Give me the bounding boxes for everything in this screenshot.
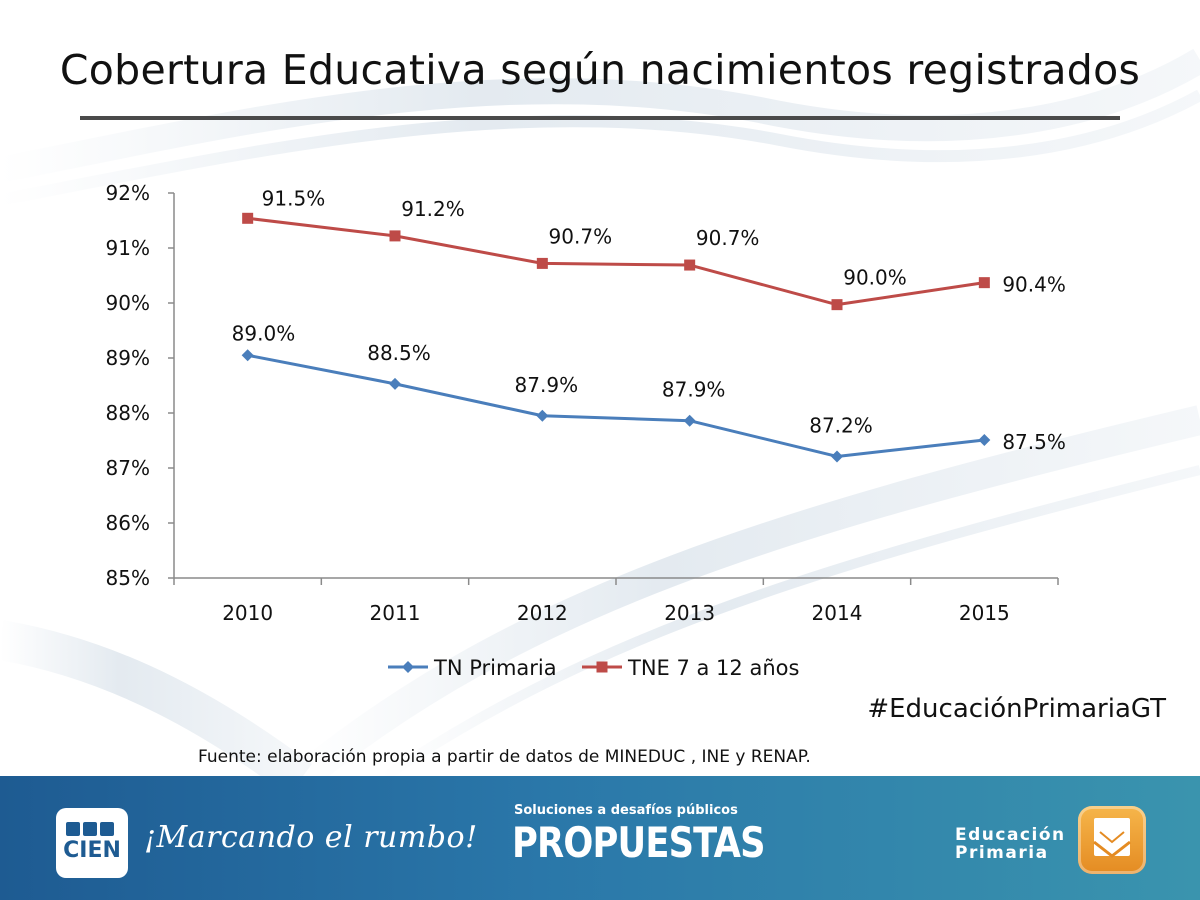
title-divider bbox=[80, 116, 1120, 120]
y-tick-label: 87% bbox=[106, 456, 150, 480]
background-wave bbox=[0, 48, 1200, 780]
data-point-marker bbox=[684, 259, 696, 271]
legend-marker bbox=[596, 661, 608, 673]
x-tick-label: 2014 bbox=[812, 601, 863, 625]
data-point-marker bbox=[831, 450, 843, 463]
y-tick-label: 85% bbox=[106, 566, 150, 590]
data-point-marker bbox=[242, 212, 254, 224]
data-label: 90.0% bbox=[843, 266, 907, 290]
footer-center-subtitle: Soluciones a desafíos públicos bbox=[514, 803, 738, 818]
data-label: 90.7% bbox=[549, 224, 613, 248]
y-tick-label: 91% bbox=[106, 236, 150, 260]
cien-logo-mark-icon bbox=[66, 822, 118, 836]
data-point-marker bbox=[241, 349, 254, 362]
y-tick-label: 88% bbox=[106, 401, 150, 425]
legend-label: TNE 7 a 12 años bbox=[627, 656, 799, 680]
line-chart: 85% 86% 87% 88% 89% 90% 91% 92% 2010 2011 2012 2013… bbox=[106, 181, 1066, 680]
data-label: 89.0% bbox=[232, 321, 296, 345]
data-label: 90.4% bbox=[1002, 273, 1066, 297]
data-point-marker bbox=[389, 230, 401, 242]
hashtag: #EducaciónPrimariaGT bbox=[867, 694, 1166, 724]
data-point-marker bbox=[389, 377, 401, 390]
footer-program-name: Educación Primaria bbox=[955, 826, 1066, 862]
data-label: 88.5% bbox=[367, 341, 431, 365]
footer-banner: CIEN ¡Marcando el rumbo! Soluciones a de… bbox=[0, 776, 1200, 900]
data-label: 87.9% bbox=[662, 378, 726, 402]
data-label: 87.5% bbox=[1002, 430, 1066, 454]
footer-program-line2: Primaria bbox=[955, 843, 1049, 863]
x-tick-label: 2012 bbox=[517, 601, 568, 625]
x-tick-label: 2011 bbox=[370, 601, 421, 625]
cien-logo-text: CIEN bbox=[63, 838, 121, 863]
data-point-marker bbox=[536, 257, 548, 269]
y-tick-label: 92% bbox=[106, 181, 150, 205]
data-point-marker bbox=[536, 409, 549, 422]
footer-program-line1: Educación bbox=[955, 825, 1066, 845]
x-tick-label: 2010 bbox=[222, 601, 273, 625]
x-tick-label: 2013 bbox=[664, 601, 715, 625]
data-label: 87.9% bbox=[515, 373, 579, 397]
x-tick-label: 2015 bbox=[959, 601, 1010, 625]
data-label: 91.5% bbox=[262, 186, 326, 210]
source-note: Fuente: elaboración propia a partir de d… bbox=[198, 747, 811, 767]
data-point-marker bbox=[978, 433, 991, 446]
data-point-marker bbox=[978, 277, 990, 289]
educacion-primaria-logo-icon bbox=[1078, 806, 1146, 874]
legend-label: TN Primaria bbox=[433, 656, 557, 680]
y-tick-label: 90% bbox=[106, 291, 150, 315]
legend-marker bbox=[402, 661, 414, 673]
cien-logo: CIEN bbox=[56, 808, 128, 878]
data-label: 87.2% bbox=[809, 413, 873, 437]
y-tick-label: 89% bbox=[106, 346, 150, 370]
series-line-tne-7-12 bbox=[247, 216, 985, 307]
data-point-marker bbox=[831, 299, 843, 311]
page-title: Cobertura Educativa según nacimientos re… bbox=[59, 46, 1141, 94]
data-label: 90.7% bbox=[696, 226, 760, 250]
data-point-marker bbox=[683, 414, 696, 427]
footer-center-title: PROPUESTAS bbox=[512, 818, 766, 867]
series-line-tn-primaria bbox=[247, 353, 985, 458]
data-label: 91.2% bbox=[401, 197, 465, 221]
y-tick-label: 86% bbox=[106, 511, 150, 535]
footer-slogan: ¡Marcando el rumbo! bbox=[144, 820, 478, 855]
